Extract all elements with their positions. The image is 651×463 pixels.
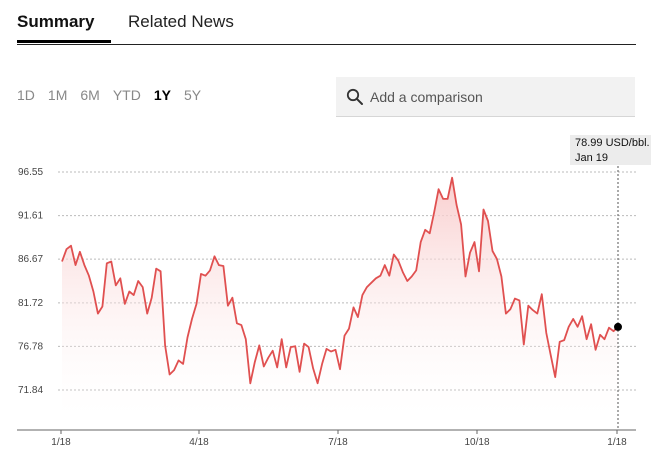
x-tick-label: 1/18	[51, 437, 71, 448]
x-tick-label: 7/18	[328, 437, 348, 448]
range-1y[interactable]: 1Y	[153, 87, 171, 103]
comparison-input[interactable]	[368, 85, 622, 109]
x-tick-label: 10/18	[464, 437, 489, 448]
y-tick-label: 76.78	[18, 341, 43, 352]
tab-summary[interactable]: Summary	[17, 12, 95, 31]
range-5y[interactable]: 5Y	[183, 87, 202, 103]
range-1d[interactable]: 1D	[17, 87, 35, 103]
series-area	[62, 177, 618, 430]
y-tick-label: 81.72	[18, 298, 43, 309]
active-tab-indicator	[17, 40, 111, 43]
range-6m[interactable]: 6M	[80, 87, 100, 103]
x-tick-label: 1/18	[607, 437, 627, 448]
last-point-marker[interactable]	[614, 322, 622, 331]
tab-related-news[interactable]: Related News	[128, 12, 234, 31]
tab-bar: Summary Related News	[17, 0, 636, 45]
series-line	[61, 176, 619, 385]
x-tick-label: 4/18	[189, 437, 209, 448]
y-tick-label: 96.55	[18, 167, 43, 178]
range-ytd[interactable]: YTD	[112, 87, 141, 103]
comparison-search-box[interactable]	[336, 77, 635, 117]
range-1m[interactable]: 1M	[47, 87, 68, 103]
tooltip-price: 78.99 USD/bbl.	[575, 137, 650, 149]
y-tick-label: 71.84	[18, 385, 43, 396]
y-tick-label: 91.61	[18, 211, 43, 222]
price-tooltip: 78.99 USD/bbl. Jan 19	[570, 135, 651, 165]
tooltip-date: Jan 19	[575, 152, 609, 164]
time-range-selector: 1D 1M 6M YTD 1Y 5Y	[17, 87, 214, 103]
search-icon	[346, 88, 363, 105]
y-tick-label: 86.67	[18, 254, 43, 265]
